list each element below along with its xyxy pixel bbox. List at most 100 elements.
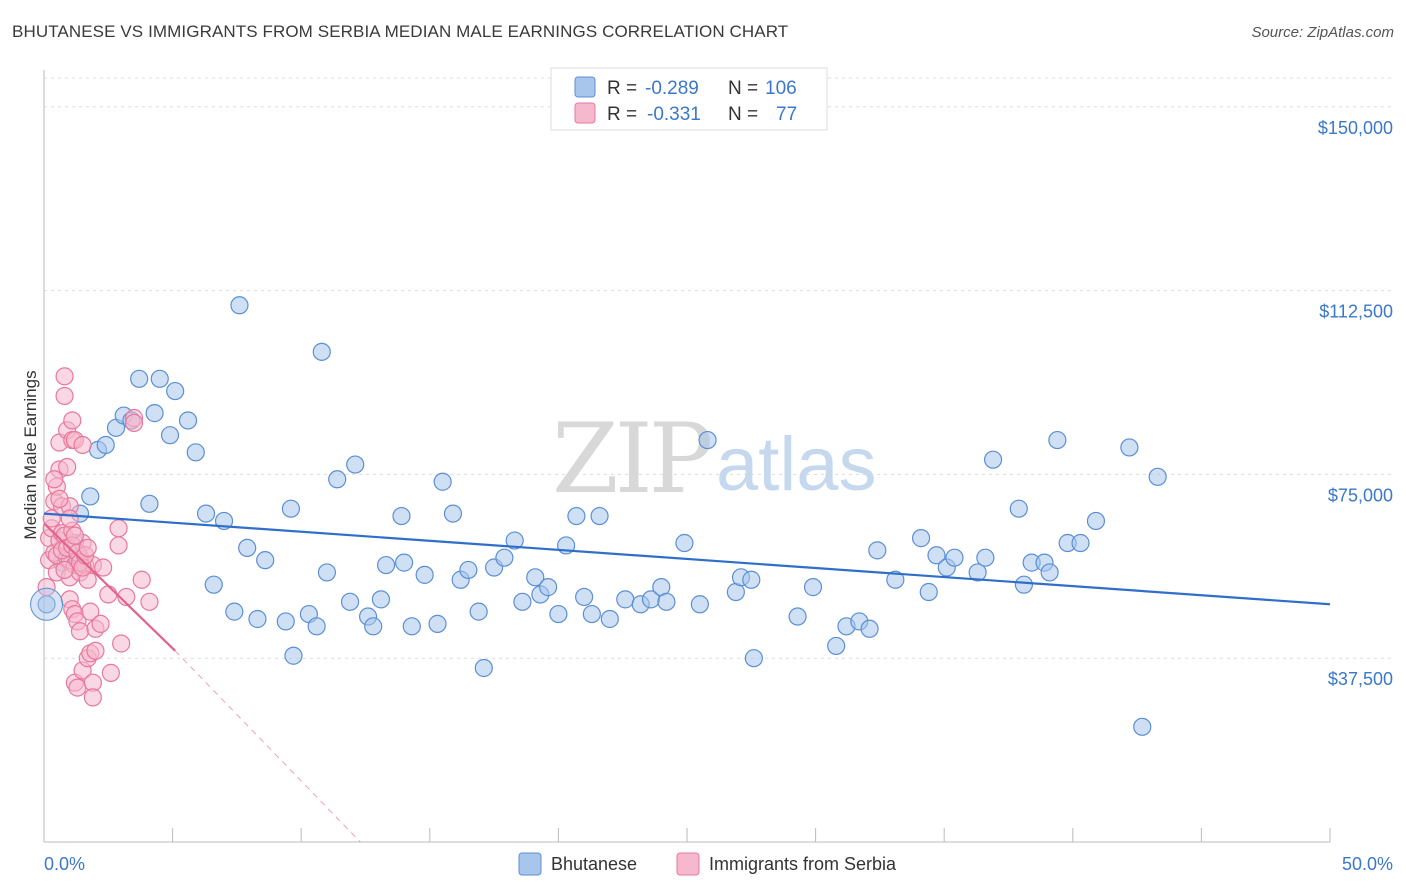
bhutanese-point xyxy=(868,541,887,560)
bhutanese-point xyxy=(96,435,115,455)
y-tick-label: $37,500 xyxy=(1328,669,1393,689)
y-tick-label: $112,500 xyxy=(1319,302,1393,322)
serbia-point xyxy=(70,622,90,641)
bhutanese-point xyxy=(911,529,931,548)
bhutanese-point xyxy=(976,548,995,567)
bottom-legend-swatch-bhutanese xyxy=(518,852,542,876)
legend-n-label: N = xyxy=(728,78,758,99)
legend-n-label: N = xyxy=(728,104,758,125)
serbia-point xyxy=(83,688,102,707)
legend-n-value: 77 xyxy=(776,104,797,125)
serbia-point xyxy=(68,678,87,697)
legend-r-value: -0.331 xyxy=(647,104,701,125)
bhutanese-point xyxy=(317,563,337,582)
bhutanese-point xyxy=(392,506,411,526)
serbia-point xyxy=(99,585,118,604)
bhutanese-point xyxy=(657,592,676,611)
x-tick-label: 50.0% xyxy=(1342,854,1393,874)
bhutanese-point xyxy=(590,506,609,526)
bhutanese-point xyxy=(886,570,905,589)
bhutanese-point xyxy=(394,553,414,572)
bhutanese-point xyxy=(238,538,257,558)
bhutanese-point xyxy=(256,551,275,570)
bhutanese-point xyxy=(1086,511,1106,531)
trend-lines xyxy=(43,512,1331,843)
tick-labels: $37,500 $75,000 $112,500 $150,000 0.0% 50.0% xyxy=(44,118,1393,874)
bhutanese-point xyxy=(690,595,709,614)
bhutanese-point xyxy=(204,575,223,594)
bhutanese-point xyxy=(433,472,452,491)
bhutanese-point xyxy=(742,570,761,589)
legend-r-value: -0.289 xyxy=(645,78,699,99)
bhutanese-point xyxy=(284,646,303,665)
correlation-legend: R = -0.289 N = 106 R = -0.331 N = 77 xyxy=(550,67,828,131)
bhutanese-point xyxy=(803,578,823,597)
bhutanese-point xyxy=(81,487,100,506)
bhutanese-point xyxy=(340,592,360,611)
serbia-point xyxy=(81,602,100,621)
bhutanese-point xyxy=(376,555,396,575)
bhutanese-point xyxy=(495,548,514,567)
serbia-point xyxy=(63,411,82,430)
bhutanese-point xyxy=(150,369,169,388)
bhutanese-point xyxy=(30,587,64,621)
bhutanese-point xyxy=(428,614,447,633)
bhutanese-point xyxy=(827,636,846,656)
bhutanese-point xyxy=(575,587,594,607)
serbia-trend-line xyxy=(43,522,176,652)
bhutanese-point xyxy=(469,602,488,621)
serbia-point xyxy=(132,570,151,589)
legend-r-label: R = xyxy=(607,104,637,125)
grid-lines xyxy=(44,77,1392,659)
legend-r-label: R = xyxy=(607,78,637,99)
bhutanese-point xyxy=(549,604,568,624)
serbia-point xyxy=(58,457,77,477)
bhutanese-point xyxy=(1120,438,1139,457)
serbia-point xyxy=(73,435,92,455)
serbia-point xyxy=(55,560,74,580)
bhutanese-point xyxy=(968,563,987,582)
bhutanese-point xyxy=(1048,430,1067,450)
serbia-point xyxy=(65,526,84,545)
bhutanese-point xyxy=(927,546,946,565)
axes xyxy=(43,70,1331,843)
serbia-point xyxy=(94,558,113,577)
serbia-point xyxy=(117,587,136,607)
bhutanese-point xyxy=(788,607,807,626)
bhutanese-point xyxy=(328,470,347,489)
bhutanese-point xyxy=(539,578,558,597)
bhutanese-point xyxy=(1014,575,1034,594)
bhutanese-point xyxy=(505,531,524,550)
legend-swatch-bhutanese xyxy=(574,76,596,98)
bhutanese-point xyxy=(675,533,694,553)
y-tick-label: $75,000 xyxy=(1328,485,1393,505)
bhutanese-point xyxy=(130,369,149,388)
bhutanese-point xyxy=(186,443,205,462)
bhutanese-point xyxy=(145,404,164,423)
bhutanese-trend-line xyxy=(43,512,1331,606)
serbia-point xyxy=(60,509,79,528)
chart-source: Source: ZipAtlas.com xyxy=(1251,24,1394,41)
bhutanese-point xyxy=(582,604,601,624)
bhutanese-point xyxy=(281,499,301,518)
serbia-point xyxy=(109,536,128,555)
bhutanese-point xyxy=(160,426,180,445)
bhutanese-point xyxy=(276,612,295,631)
bhutanese-point xyxy=(567,506,586,526)
bhutanese-point xyxy=(1133,717,1152,736)
serbia-point xyxy=(55,386,74,406)
bottom-legend-swatch-serbia xyxy=(676,852,700,876)
bhutanese-point xyxy=(744,649,763,668)
bottom-legend-label-bhutanese: Bhutanese xyxy=(551,854,637,874)
bhutanese-point xyxy=(312,342,331,361)
serbia-point xyxy=(55,367,74,386)
bhutanese-point xyxy=(346,455,365,474)
serbia-point xyxy=(112,634,131,653)
bhutanese-point xyxy=(225,602,244,621)
bhutanese-point xyxy=(459,560,478,580)
bhutanese-point xyxy=(919,582,938,602)
bhutanese-point xyxy=(698,430,717,450)
bhutanese-point xyxy=(178,411,198,430)
bhutanese-point xyxy=(230,296,249,315)
